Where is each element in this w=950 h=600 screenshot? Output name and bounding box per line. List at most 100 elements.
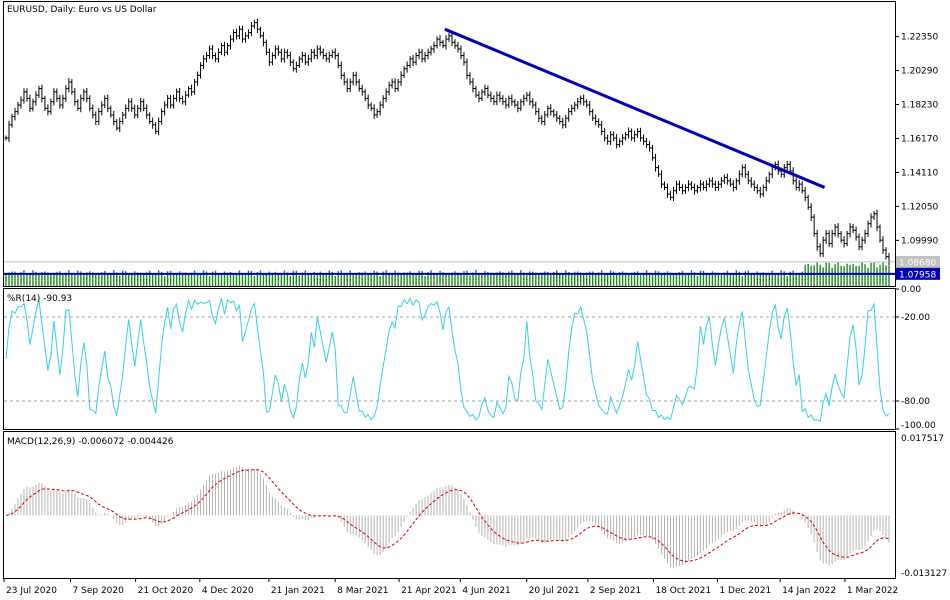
ohlc-bar xyxy=(172,94,176,109)
ohlc-bar xyxy=(115,118,119,131)
macd-panel[interactable]: MACD(12,26,9) -0.006072 -0.004426 0.0175… xyxy=(3,431,948,580)
ohlc-bar xyxy=(863,229,867,244)
ohlc-bar xyxy=(118,117,122,133)
ohlc-bar xyxy=(543,111,547,126)
ohlc-bar xyxy=(603,127,607,142)
price-tick-label: 1.18230 xyxy=(901,101,938,111)
ohlc-bar xyxy=(169,94,173,109)
williams-r-tick-label: -80.00 xyxy=(901,397,930,407)
ohlc-bar xyxy=(704,180,708,192)
ohlc-bar xyxy=(444,35,448,50)
ohlc-bar xyxy=(513,99,517,108)
hline-label-bg xyxy=(896,255,940,268)
ohlc-bar xyxy=(145,104,149,119)
macd-histogram xyxy=(8,465,890,569)
ohlc-bar xyxy=(234,28,238,40)
ohlc-bar xyxy=(809,203,813,222)
time-tick-label: 14 Jan 2022 xyxy=(782,586,836,596)
ohlc-bar xyxy=(211,45,215,60)
ohlc-bar xyxy=(758,186,762,198)
ohlc-bar xyxy=(405,61,409,73)
ohlc-bar xyxy=(737,170,741,185)
ohlc-bar xyxy=(579,95,583,105)
ohlc-bar xyxy=(10,113,14,128)
ohlc-bar xyxy=(139,97,143,113)
ohlc-bar xyxy=(43,95,47,111)
time-tick-label: 18 Oct 2021 xyxy=(655,586,711,596)
ohlc-bar xyxy=(67,78,71,93)
ohlc-bar xyxy=(435,36,439,49)
ohlc-bar xyxy=(124,104,128,119)
ohlc-bar xyxy=(872,210,876,220)
trendline[interactable] xyxy=(444,27,826,189)
ohlc-bar xyxy=(324,52,328,62)
ohlc-bar xyxy=(357,78,361,92)
ohlc-bar xyxy=(393,78,397,93)
williams-r-panel[interactable]: %R(14) -90.93 0.00 -20.00 -80.00 -100.00 xyxy=(3,285,937,431)
hline-price-label: 1.08680 xyxy=(899,258,936,268)
ohlc-bar xyxy=(456,42,460,53)
ohlc-bar xyxy=(713,180,717,191)
ohlc-bar xyxy=(25,88,29,102)
ohlc-bar xyxy=(504,97,508,109)
ohlc-bar xyxy=(270,52,274,66)
ohlc-bar xyxy=(585,99,589,108)
ohlc-bar xyxy=(516,101,520,113)
ohlc-bar xyxy=(378,101,382,116)
ohlc-bar xyxy=(546,105,550,118)
ohlc-bar xyxy=(785,160,789,172)
ohlc-bar xyxy=(309,48,313,63)
ohlc-bar xyxy=(142,98,146,112)
ohlc-bar xyxy=(540,115,544,125)
price-tick-label: 1.16170 xyxy=(901,134,938,144)
ohlc-bar xyxy=(205,52,209,63)
ohlc-bar xyxy=(761,184,765,197)
ohlc-bar xyxy=(285,49,289,59)
ohlc-bar xyxy=(190,84,194,96)
ohlc-bar xyxy=(755,184,759,194)
ohlc-bar xyxy=(19,96,23,109)
ohlc-bar xyxy=(794,177,798,191)
ohlc-bar xyxy=(330,49,334,59)
ohlc-bar xyxy=(16,101,20,115)
ohlc-bar xyxy=(291,59,295,72)
ohlc-bar xyxy=(677,180,681,191)
ohlc-bar xyxy=(465,58,469,80)
ohlc-bar xyxy=(692,183,696,195)
ohlc-bar xyxy=(366,94,370,109)
ohlc-bar xyxy=(746,170,750,185)
ohlc-bar xyxy=(731,180,735,192)
ohlc-bar xyxy=(642,134,646,145)
ohlc-bar xyxy=(525,91,529,102)
ohlc-bar xyxy=(576,97,580,109)
ohlc-bar xyxy=(7,120,11,142)
ohlc-bar xyxy=(193,79,197,95)
ohlc-bar xyxy=(73,87,77,106)
ohlc-bar xyxy=(648,140,652,152)
ohlc-bar xyxy=(803,186,807,202)
time-tick-label: 21 Oct 2020 xyxy=(138,586,194,596)
ohlc-bar xyxy=(606,134,610,145)
ohlc-bar xyxy=(423,52,427,63)
time-tick-label: 1 Dec 2021 xyxy=(719,586,771,596)
hline-price-label: 1.07958 xyxy=(899,270,936,280)
ohlc-bar xyxy=(31,98,35,112)
ohlc-bar xyxy=(22,88,26,104)
time-tick-label: 20 Jul 2021 xyxy=(529,586,580,596)
ohlc-bar xyxy=(208,45,212,59)
hline-label-bg xyxy=(896,267,940,280)
ohlc-bar xyxy=(447,32,451,42)
ohlc-bar xyxy=(321,48,325,60)
ohlc-bar xyxy=(61,94,65,109)
ohlc-bar xyxy=(381,95,385,109)
ohlc-bar xyxy=(674,180,678,195)
ohlc-bar xyxy=(573,101,577,112)
time-tick-label: 21 Jan 2021 xyxy=(271,586,325,596)
ohlc-bar xyxy=(749,177,753,188)
price-panel[interactable]: 1.08680 1.07958 EURUSD, Daily: Euro vs US… xyxy=(3,1,941,287)
ohlc-bar xyxy=(408,56,412,69)
ohlc-bar xyxy=(354,71,358,86)
ohlc-bar xyxy=(654,153,658,172)
ohlc-bar xyxy=(387,81,391,96)
